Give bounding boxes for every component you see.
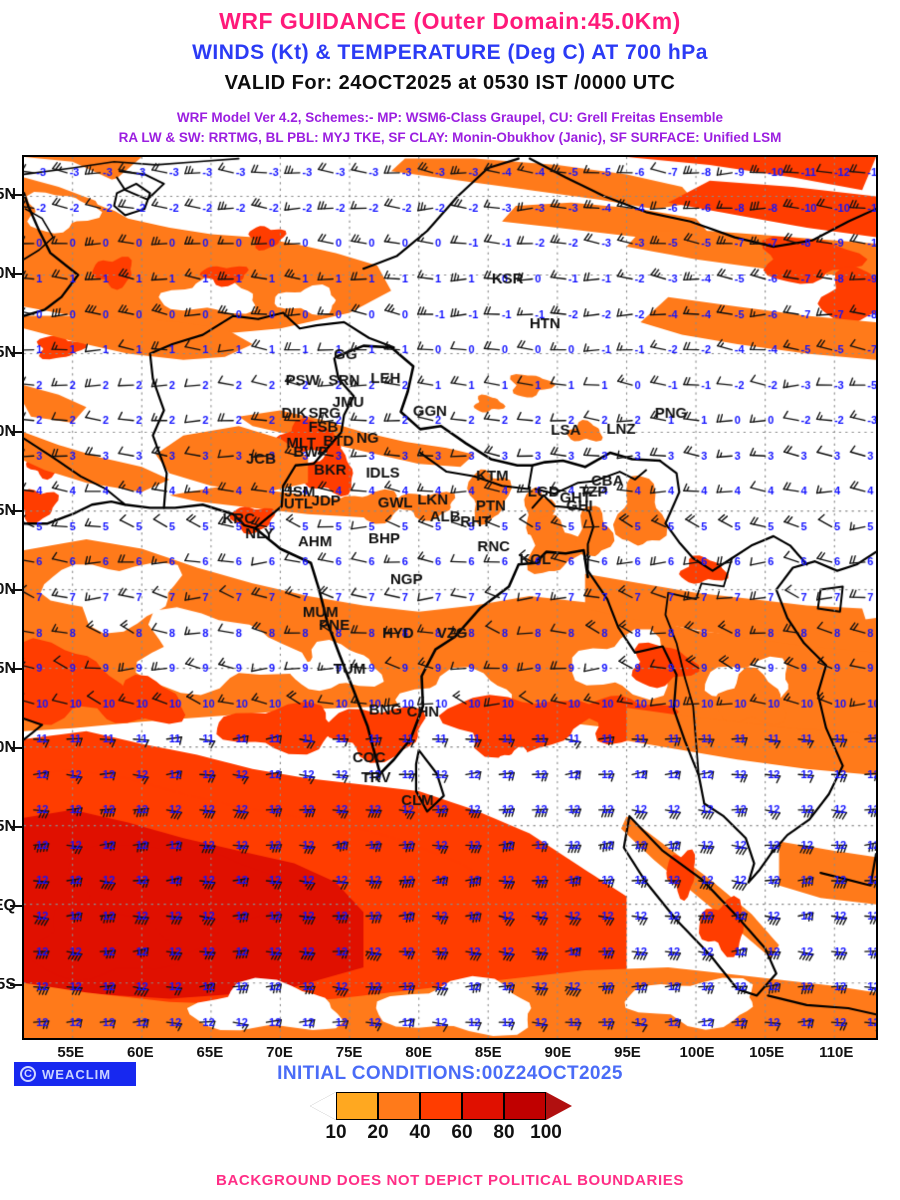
lon-tick-label-75E: 75E xyxy=(335,1044,363,1061)
lat-tick-label-25N: 25N xyxy=(0,501,16,519)
lat-tick-label-EQ: EQ xyxy=(0,896,16,914)
chart-header: WRF GUIDANCE (Outer Domain:45.0Km) WINDS… xyxy=(0,0,900,152)
colorbar-cell xyxy=(378,1092,420,1120)
lon-tick-label-90E: 90E xyxy=(544,1044,572,1061)
copyright-icon: C xyxy=(20,1066,36,1082)
chart-subtitle: WINDS (Kt) & TEMPERATURE (Deg C) AT 700 … xyxy=(192,41,708,64)
lat-tick-mark xyxy=(10,746,22,749)
colorbar-low-arrow xyxy=(310,1092,336,1120)
valid-time-label: VALID For: 24OCT2025 at 0530 IST /0000 U… xyxy=(224,72,676,94)
lat-tick-label-20N: 20N xyxy=(0,580,16,598)
lat-tick-label-5S: 5S xyxy=(0,975,16,993)
colorbar-tick-100: 100 xyxy=(530,1122,562,1143)
colorbar-cell xyxy=(504,1092,546,1120)
colorbar-tick-80: 80 xyxy=(493,1122,515,1143)
lon-tick-label-60E: 60E xyxy=(126,1044,154,1061)
lon-tick-label-100E: 100E xyxy=(679,1044,715,1061)
colorbar-tick-labels: 10 20 40 60 80 100 xyxy=(310,1122,610,1146)
lon-tick-label-55E: 55E xyxy=(57,1044,85,1061)
colorbar: 10 20 40 60 80 100 xyxy=(0,1092,900,1150)
colorbar-cell xyxy=(462,1092,504,1120)
lat-tick-label-15N: 15N xyxy=(0,659,16,677)
lat-tick-mark xyxy=(10,983,22,986)
lon-tick-label-105E: 105E xyxy=(749,1044,785,1061)
lat-tick-label-40N: 40N xyxy=(0,264,16,282)
colorbar-swatches xyxy=(310,1092,572,1120)
lon-tick-label-95E: 95E xyxy=(614,1044,641,1061)
colorbar-tick-20: 20 xyxy=(367,1122,389,1143)
weaclim-label: WEACLIM xyxy=(42,1066,112,1082)
lat-tick-label-45N: 45N xyxy=(0,185,16,203)
lat-tick-label-5N: 5N xyxy=(0,817,16,835)
weather-map[interactable] xyxy=(22,155,878,1040)
colorbar-tick-40: 40 xyxy=(409,1122,431,1143)
lat-tick-mark xyxy=(10,193,22,196)
lon-tick-label-85E: 85E xyxy=(474,1044,502,1061)
initial-conditions-label: INITIAL CONDITIONS:00Z24OCT2025 xyxy=(277,1063,623,1084)
lat-tick-mark xyxy=(10,904,22,907)
lat-tick-mark xyxy=(10,588,22,591)
colorbar-tick-10: 10 xyxy=(325,1122,347,1143)
lat-tick-mark xyxy=(10,351,22,354)
lat-tick-label-30N: 30N xyxy=(0,422,16,440)
lat-tick-label-10N: 10N xyxy=(0,738,16,756)
colorbar-cell xyxy=(420,1092,462,1120)
map-canvas[interactable] xyxy=(24,157,876,1038)
lon-tick-label-70E: 70E xyxy=(266,1044,293,1061)
disclaimer-text: BACKGROUND DOES NOT DEPICT POLITICAL BOU… xyxy=(216,1172,684,1189)
colorbar-tick-60: 60 xyxy=(451,1122,473,1143)
weaclim-logo-badge: C WEACLIM xyxy=(14,1062,136,1086)
lat-tick-mark xyxy=(10,667,22,670)
lon-tick-label-110E: 110E xyxy=(819,1044,854,1061)
lon-tick-label-80E: 80E xyxy=(405,1044,433,1061)
colorbar-high-arrow xyxy=(546,1092,572,1120)
page-title: WRF GUIDANCE (Outer Domain:45.0Km) xyxy=(219,8,681,34)
lat-tick-mark xyxy=(10,272,22,275)
lat-tick-mark xyxy=(10,430,22,433)
colorbar-cell xyxy=(336,1092,378,1120)
model-scheme-line-1: WRF Model Ver 4.2, Schemes:- MP: WSM6-Cl… xyxy=(176,110,724,125)
lon-tick-label-65E: 65E xyxy=(196,1044,224,1061)
lat-tick-mark xyxy=(10,825,22,828)
lat-tick-label-35N: 35N xyxy=(0,343,16,361)
model-scheme-line-2: RA LW & SW: RRTMG, BL PBL: MYJ TKE, SF C… xyxy=(118,130,782,145)
lat-tick-mark xyxy=(10,509,22,512)
